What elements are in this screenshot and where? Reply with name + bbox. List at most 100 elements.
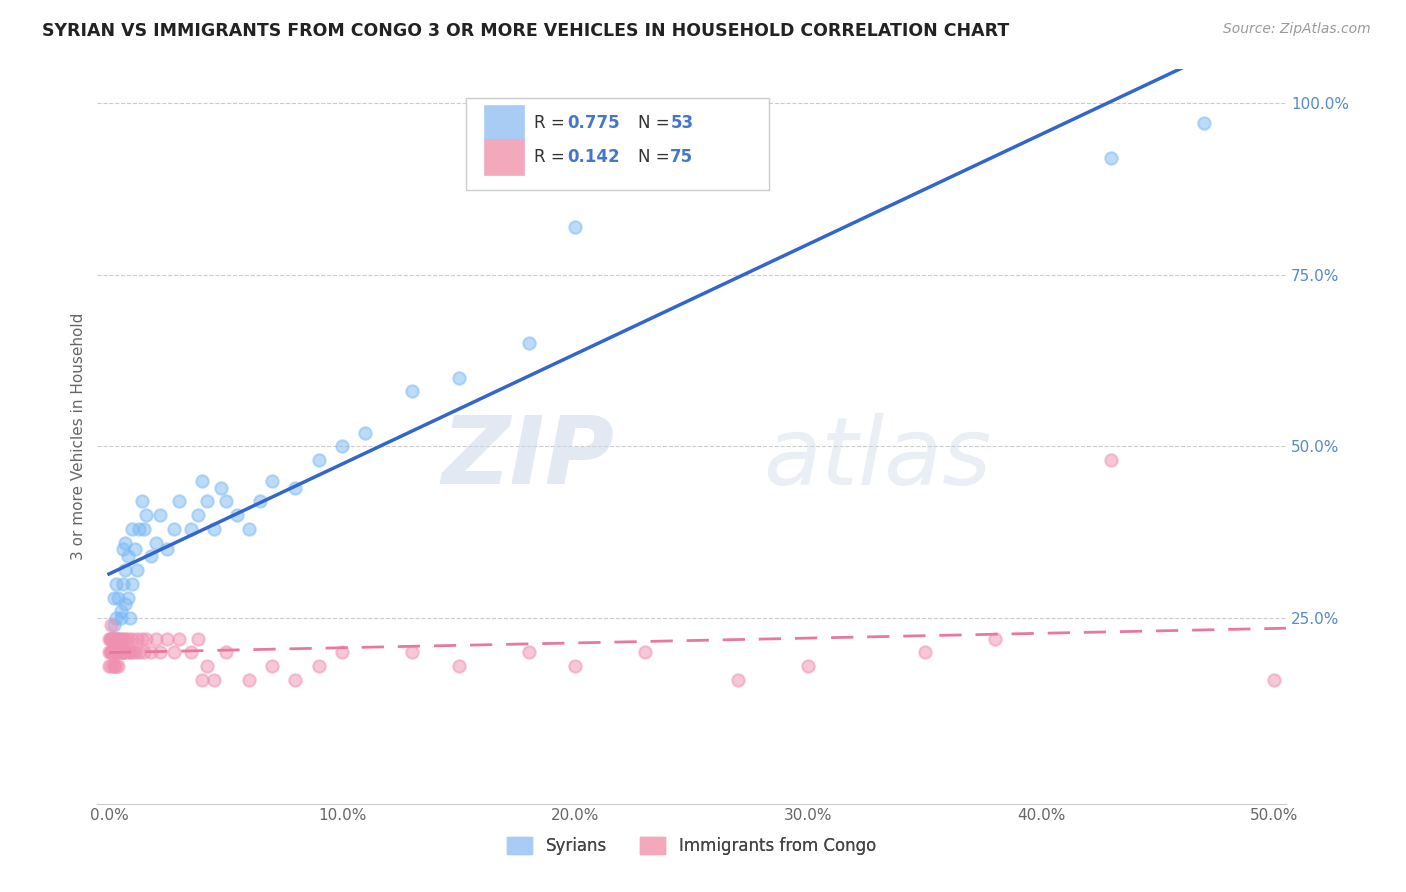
Point: [118, 645, 141, 659]
Point: [139, 645, 162, 659]
Point: [139, 549, 162, 564]
Point: [195, 494, 218, 508]
Point: [124, 542, 146, 557]
Point: [564, 659, 586, 673]
Point: [103, 632, 125, 646]
Point: [145, 535, 167, 549]
Text: N =: N =: [638, 148, 675, 166]
Point: [105, 632, 128, 646]
Point: [117, 591, 139, 605]
Text: R =: R =: [533, 114, 569, 132]
Text: SYRIAN VS IMMIGRANTS FROM CONGO 3 OR MORE VEHICLES IN HOUSEHOLD CORRELATION CHAR: SYRIAN VS IMMIGRANTS FROM CONGO 3 OR MOR…: [42, 22, 1010, 40]
Point: [308, 659, 330, 673]
Point: [128, 522, 150, 536]
Point: [354, 425, 377, 440]
Point: [1263, 673, 1285, 687]
Point: [124, 645, 146, 659]
Point: [262, 474, 284, 488]
Point: [135, 508, 157, 522]
Point: [107, 591, 129, 605]
Point: [117, 632, 139, 646]
Point: [111, 542, 134, 557]
Point: [100, 632, 122, 646]
Point: [191, 474, 214, 488]
Point: [111, 632, 134, 646]
Point: [107, 632, 129, 646]
FancyBboxPatch shape: [484, 139, 524, 175]
Point: [156, 542, 179, 557]
Point: [167, 632, 190, 646]
Point: [105, 611, 128, 625]
Point: [983, 632, 1005, 646]
Point: [727, 673, 749, 687]
Point: [107, 645, 129, 659]
Point: [132, 645, 155, 659]
Point: [110, 611, 132, 625]
Point: [149, 508, 172, 522]
Point: [125, 632, 148, 646]
Text: 53: 53: [671, 114, 693, 132]
Point: [180, 645, 202, 659]
Point: [98, 645, 121, 659]
Point: [517, 645, 540, 659]
Point: [797, 659, 820, 673]
Point: [284, 673, 307, 687]
Text: N =: N =: [638, 114, 675, 132]
Point: [401, 645, 423, 659]
Point: [195, 659, 218, 673]
Point: [156, 632, 179, 646]
Point: [308, 453, 330, 467]
Point: [447, 659, 470, 673]
Point: [163, 645, 186, 659]
Text: 0.775: 0.775: [567, 114, 620, 132]
Point: [114, 535, 136, 549]
Point: [105, 645, 128, 659]
Point: [103, 645, 125, 659]
Point: [117, 549, 139, 564]
Point: [107, 632, 129, 646]
Point: [105, 576, 128, 591]
Point: [149, 645, 172, 659]
Point: [98, 632, 121, 646]
Point: [187, 508, 209, 522]
Text: 0.142: 0.142: [567, 148, 620, 166]
Point: [100, 632, 122, 646]
Point: [118, 611, 141, 625]
Point: [187, 632, 209, 646]
Y-axis label: 3 or more Vehicles in Household: 3 or more Vehicles in Household: [72, 312, 86, 560]
Point: [98, 659, 121, 673]
Point: [145, 632, 167, 646]
Point: [105, 632, 128, 646]
Point: [634, 645, 657, 659]
Point: [100, 645, 122, 659]
Point: [111, 645, 134, 659]
Point: [100, 632, 122, 646]
Point: [114, 645, 136, 659]
Point: [105, 645, 128, 659]
Point: [103, 618, 125, 632]
Point: [100, 632, 122, 646]
Text: 75: 75: [671, 148, 693, 166]
Point: [564, 219, 586, 234]
Point: [1099, 151, 1122, 165]
Point: [1194, 116, 1216, 130]
Point: [135, 632, 157, 646]
Point: [103, 645, 125, 659]
Point: [121, 632, 143, 646]
Point: [128, 645, 150, 659]
Point: [330, 645, 353, 659]
Point: [114, 598, 136, 612]
Point: [238, 673, 260, 687]
Point: [121, 645, 143, 659]
Point: [131, 632, 153, 646]
Point: [100, 645, 122, 659]
Point: [401, 384, 423, 399]
Point: [262, 659, 284, 673]
Point: [100, 659, 122, 673]
Text: Source: ZipAtlas.com: Source: ZipAtlas.com: [1223, 22, 1371, 37]
Point: [111, 576, 134, 591]
Point: [100, 645, 122, 659]
Point: [107, 645, 129, 659]
Point: [110, 645, 132, 659]
Point: [103, 632, 125, 646]
